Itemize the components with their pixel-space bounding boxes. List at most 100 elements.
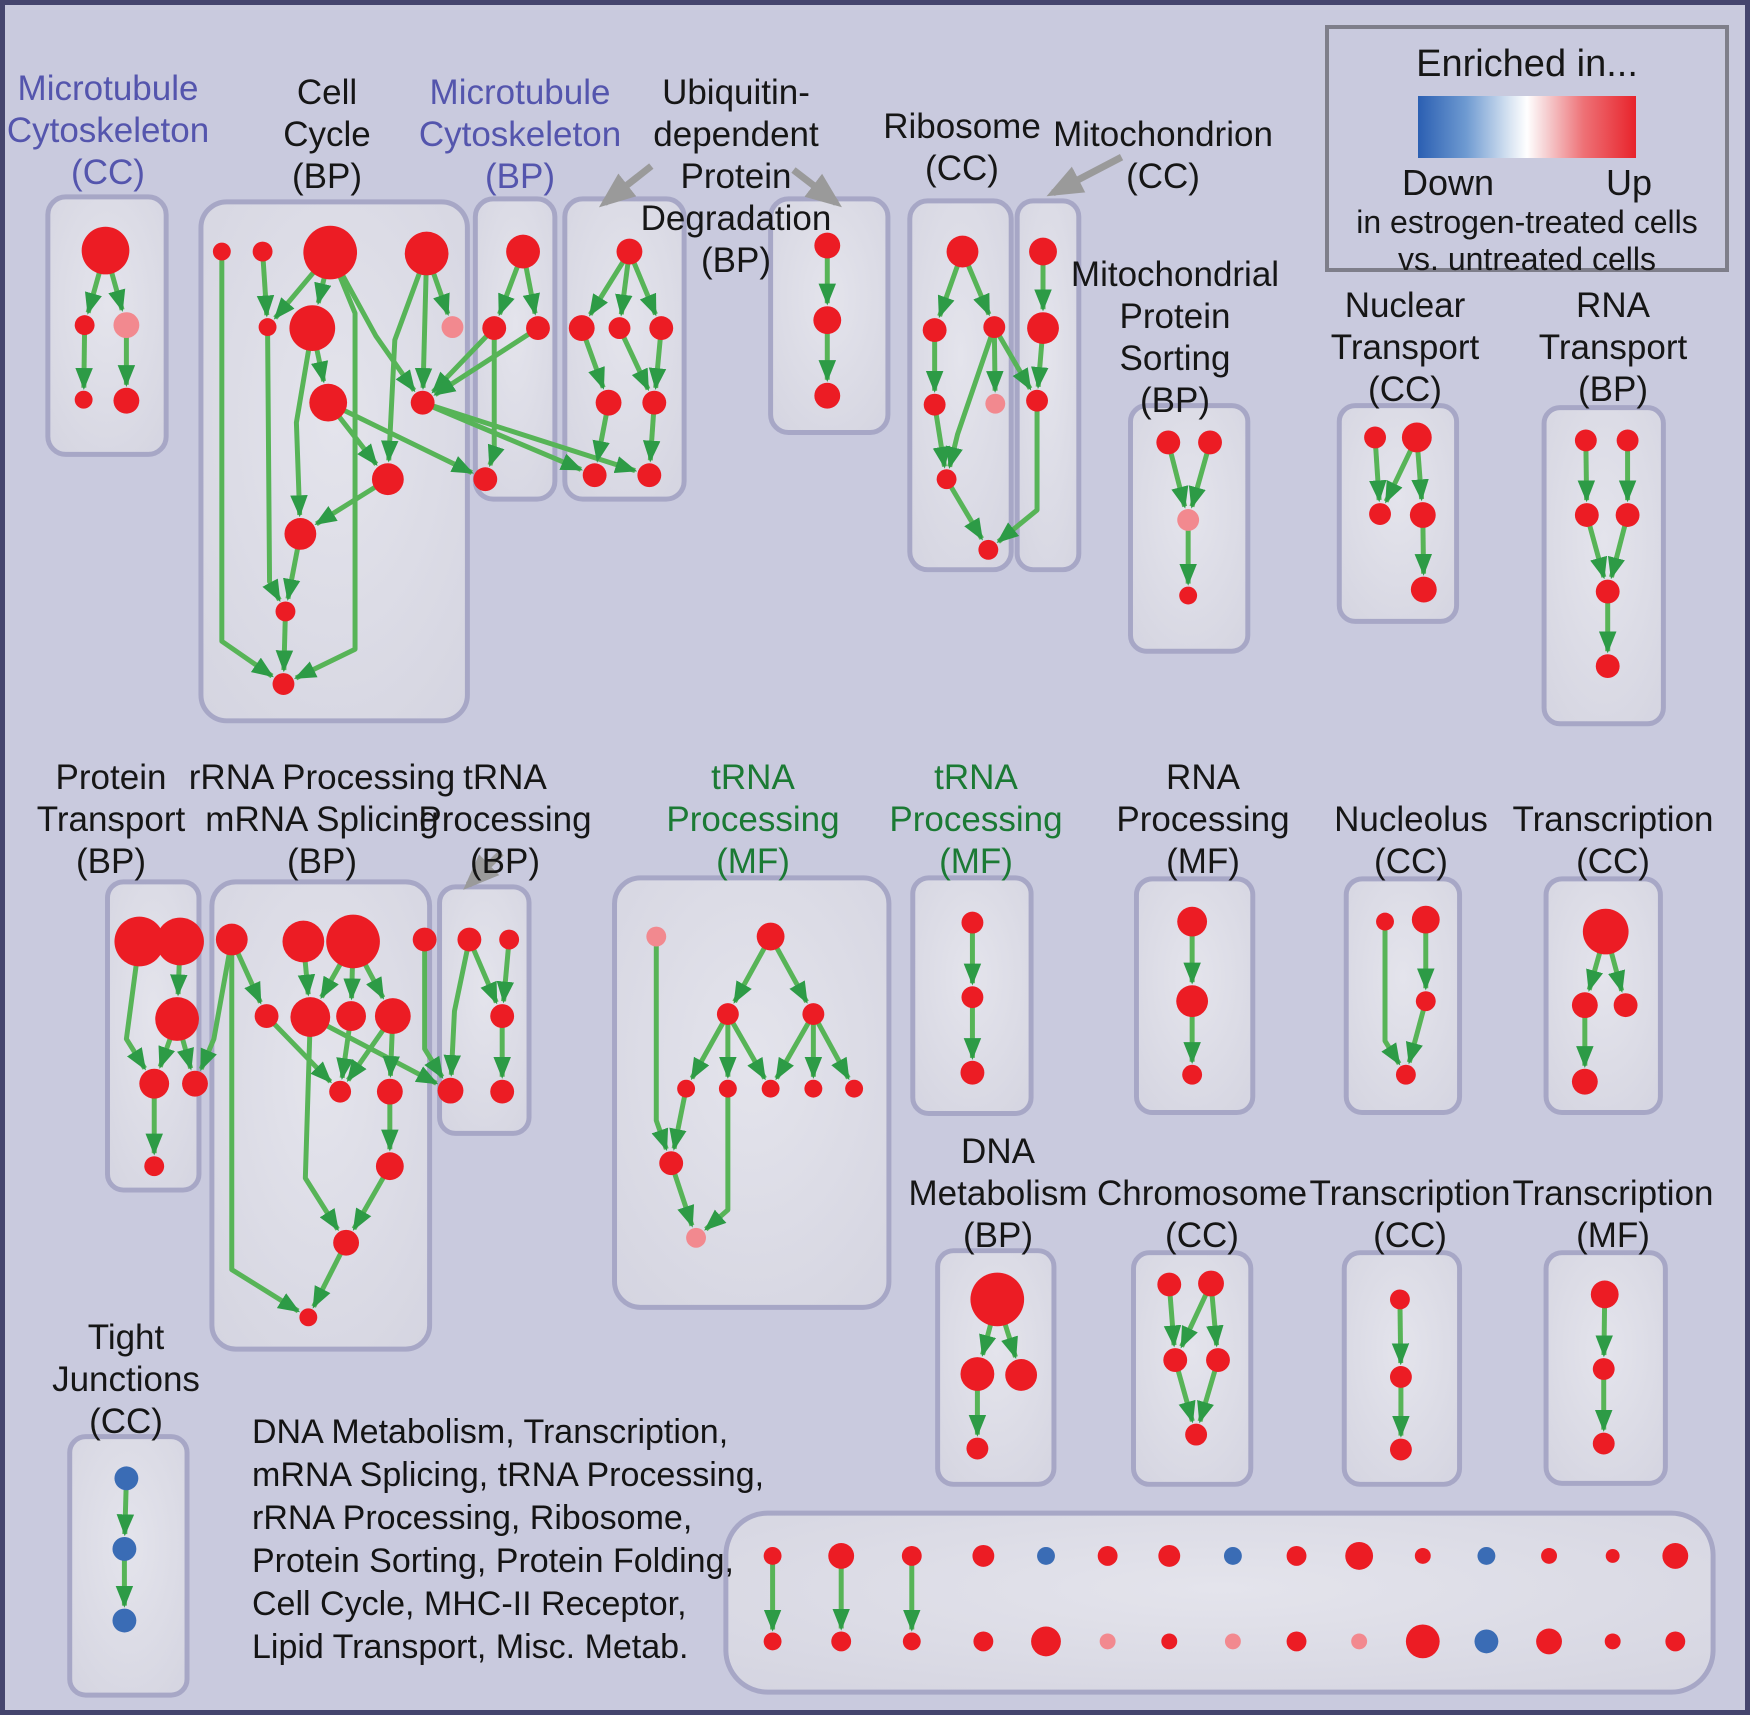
go-term-node	[1571, 992, 1598, 1019]
go-term-node	[410, 390, 435, 415]
cluster-label-line: tRNA	[463, 758, 547, 797]
cluster-label-ribosome: Ribosome (CC)	[883, 106, 1041, 190]
go-term-node	[973, 1631, 994, 1652]
cluster-label-line: (BP)	[469, 842, 540, 881]
go-term-node	[637, 463, 662, 488]
edge-arrow	[198, 939, 235, 1072]
summary-note-line: Lipid Transport, Misc. Metab.	[252, 1628, 689, 1666]
cluster-label-line: Cell	[296, 73, 358, 112]
cluster-label-line: Ubiquitin-	[662, 73, 810, 112]
go-term-node	[441, 316, 464, 339]
go-term-node	[1405, 1624, 1440, 1659]
go-term-node	[966, 1437, 989, 1460]
go-term-node	[985, 393, 1006, 414]
go-term-node	[1351, 1633, 1368, 1650]
go-term-node	[582, 463, 607, 488]
cluster-label-line: rRNA Processing	[188, 758, 456, 797]
go-term-node	[1026, 389, 1048, 412]
go-term-node	[922, 318, 947, 343]
go-term-node	[595, 389, 622, 416]
cluster-label-line: (CC)	[925, 149, 999, 188]
cluster-label-line: (CC)	[1126, 157, 1200, 196]
go-term-node	[74, 390, 93, 409]
go-term-node	[1185, 1423, 1208, 1446]
cluster-label-line: Processing	[1116, 800, 1290, 839]
cluster-label-line: tRNA	[934, 758, 1018, 797]
go-term-node	[902, 1632, 921, 1651]
edge-arrow	[294, 251, 358, 681]
go-term-node	[482, 316, 507, 341]
cluster-label-line: dependent	[653, 115, 819, 154]
cluster-label-trna-mf-a: tRNA Processing (MF)	[666, 757, 839, 883]
label-pointer-arrow	[791, 167, 842, 208]
go-term-node	[642, 390, 667, 415]
go-term-node	[336, 1001, 366, 1031]
edge-arrow	[433, 326, 540, 397]
go-term-node	[1536, 1628, 1562, 1655]
go-term-node	[374, 998, 411, 1034]
go-term-node	[1176, 985, 1209, 1018]
cluster-label-line: Protein	[55, 758, 167, 797]
go-term-node	[608, 317, 631, 340]
go-term-node	[114, 1466, 139, 1491]
cluster-label-line: DNA	[961, 1132, 1035, 1171]
go-term-node	[946, 235, 979, 268]
go-term-node	[282, 920, 325, 963]
edge-arrow	[328, 251, 417, 393]
go-term-node	[1364, 426, 1387, 449]
go-term-node	[155, 997, 199, 1041]
go-term-node	[901, 1545, 922, 1566]
edge-arrow	[704, 1088, 731, 1232]
go-term-node	[804, 1079, 823, 1098]
cluster-label-line: Degradation	[640, 199, 832, 238]
label-pointer-arrow	[463, 850, 504, 890]
cluster-label-trans-cc-a: Transcription (CC)	[1513, 799, 1714, 883]
go-term-node	[1409, 502, 1436, 528]
go-term-node	[114, 916, 165, 967]
cluster-label-trna-bp: tRNA Processing (BP)	[418, 757, 591, 883]
legend-title: Enriched in...	[1416, 43, 1638, 85]
legend-down-label: Down	[1402, 162, 1495, 203]
go-term-node	[144, 1156, 165, 1177]
cluster-label-rna-proc-mf: RNA Processing (MF)	[1116, 757, 1289, 883]
cluster-label-line: Nuclear	[1344, 286, 1466, 325]
group-box-dna-met	[935, 1248, 1057, 1487]
cluster-label-line: Ribosome	[883, 107, 1041, 146]
go-term-node	[309, 383, 348, 422]
go-term-node	[1286, 1545, 1307, 1566]
go-term-node	[763, 1546, 782, 1565]
cluster-label-mc-bp: Microtubule Cytoskeleton (BP)	[419, 72, 621, 198]
edge-arrow	[651, 936, 669, 1152]
go-term-node	[961, 911, 984, 934]
group-box-mc-cc	[45, 194, 169, 457]
cluster-label-mito-sort: Mitochondrial Protein Sorting (BP)	[1071, 254, 1279, 422]
go-term-node	[845, 1079, 864, 1098]
group-box-tight-junctions	[67, 1434, 190, 1698]
go-term-node	[646, 926, 667, 947]
cluster-label-line: Processing	[418, 800, 592, 839]
cluster-label-line: (MF)	[939, 842, 1013, 881]
go-term-node	[1027, 312, 1059, 345]
go-term-node	[1158, 1544, 1181, 1567]
go-term-node	[473, 467, 498, 492]
go-term-node	[802, 1003, 825, 1026]
cluster-label-line: (BP)	[292, 157, 362, 196]
go-term-node	[303, 225, 358, 280]
go-term-node	[978, 539, 999, 560]
cluster-label-line: mRNA Splicing	[205, 800, 439, 839]
go-term-node	[284, 517, 317, 550]
legend-up-label: Up	[1605, 162, 1652, 203]
cluster-label-line: Processing	[666, 800, 840, 839]
cluster-label-line: Microtubule	[17, 69, 199, 108]
legend-box: Enriched in... Down Up in estrogen-treat…	[1325, 25, 1729, 277]
cluster-label-line: Tight	[87, 1318, 165, 1357]
go-term-node	[375, 1152, 404, 1181]
group-box-nuclear-transport	[1336, 403, 1460, 624]
cluster-label-trans-cc-b: Transcription (CC)	[1310, 1173, 1511, 1257]
go-term-node	[1574, 429, 1597, 452]
go-term-node	[1286, 1631, 1307, 1652]
summary-note: DNA Metabolism, Transcription, mRNA Spli…	[252, 1411, 764, 1669]
go-term-node	[1223, 1546, 1242, 1565]
edge-arrow	[123, 941, 147, 1071]
